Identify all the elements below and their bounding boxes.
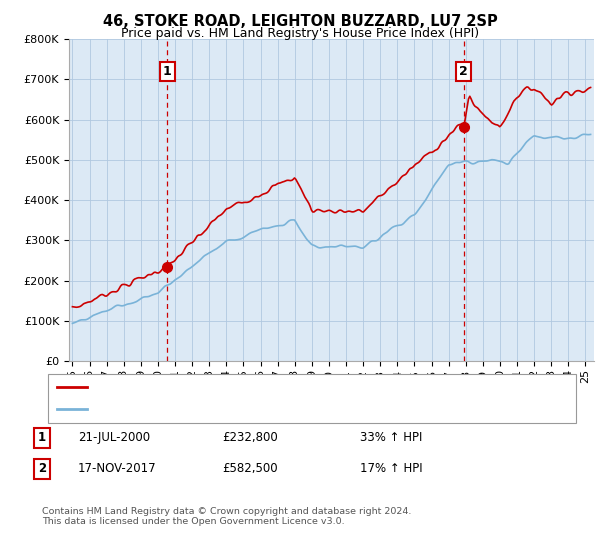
Text: 21-JUL-2000: 21-JUL-2000 [78,431,150,445]
Text: 17% ↑ HPI: 17% ↑ HPI [360,462,422,475]
Text: £582,500: £582,500 [222,462,278,475]
Text: 17-NOV-2017: 17-NOV-2017 [78,462,157,475]
Text: 2: 2 [460,65,468,78]
Text: £232,800: £232,800 [222,431,278,445]
Text: HPI: Average price, detached house, Central Bedfordshire: HPI: Average price, detached house, Cent… [93,404,394,414]
Text: 1: 1 [38,431,46,445]
Text: 1: 1 [163,65,172,78]
Text: Contains HM Land Registry data © Crown copyright and database right 2024.
This d: Contains HM Land Registry data © Crown c… [42,507,412,526]
Text: 46, STOKE ROAD, LEIGHTON BUZZARD, LU7 2SP: 46, STOKE ROAD, LEIGHTON BUZZARD, LU7 2S… [103,14,497,29]
Text: 46, STOKE ROAD, LEIGHTON BUZZARD, LU7 2SP (detached house): 46, STOKE ROAD, LEIGHTON BUZZARD, LU7 2S… [93,382,439,393]
Text: Price paid vs. HM Land Registry's House Price Index (HPI): Price paid vs. HM Land Registry's House … [121,27,479,40]
Text: 2: 2 [38,462,46,475]
Text: 33% ↑ HPI: 33% ↑ HPI [360,431,422,445]
